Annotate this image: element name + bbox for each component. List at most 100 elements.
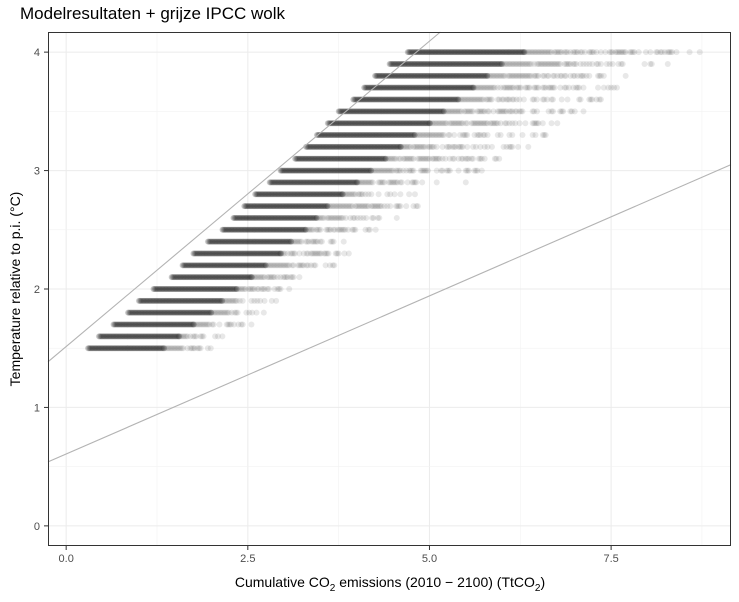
data-point xyxy=(519,132,525,138)
data-point xyxy=(399,179,405,185)
data-point xyxy=(534,97,540,103)
data-point xyxy=(498,132,504,138)
data-point xyxy=(278,286,284,292)
data-point xyxy=(489,144,495,150)
data-point xyxy=(363,215,369,221)
data-point xyxy=(296,274,302,280)
data-point xyxy=(325,250,331,256)
data-point xyxy=(352,227,358,233)
data-point xyxy=(373,227,379,233)
data-point xyxy=(463,179,469,185)
data-point xyxy=(317,227,323,233)
data-point xyxy=(479,168,485,174)
point-row xyxy=(267,179,469,185)
data-point xyxy=(482,156,488,162)
data-point xyxy=(261,310,267,316)
data-point xyxy=(410,168,416,174)
data-point xyxy=(341,239,347,245)
data-point xyxy=(415,203,421,209)
data-point xyxy=(254,310,260,316)
data-point xyxy=(581,108,587,114)
data-point xyxy=(367,227,373,233)
data-point xyxy=(403,203,409,209)
data-point xyxy=(578,97,584,103)
point-row xyxy=(292,156,502,162)
data-point xyxy=(540,120,546,126)
data-point xyxy=(346,250,352,256)
data-point xyxy=(397,191,403,197)
point-row xyxy=(85,345,214,351)
data-point xyxy=(286,286,292,292)
data-point xyxy=(392,191,398,197)
data-point xyxy=(509,132,515,138)
data-point xyxy=(387,203,393,209)
point-row xyxy=(361,85,620,91)
point-row xyxy=(230,215,399,221)
data-point xyxy=(434,144,440,150)
data-point xyxy=(456,168,462,174)
data-point xyxy=(509,144,515,150)
data-point xyxy=(248,322,254,328)
point-row xyxy=(136,298,279,304)
point-row xyxy=(350,97,604,103)
point-row xyxy=(179,262,337,268)
point-row xyxy=(125,310,267,316)
data-point xyxy=(554,120,560,126)
data-point xyxy=(598,97,604,103)
data-point xyxy=(336,250,342,256)
data-point xyxy=(485,132,491,138)
data-point xyxy=(470,156,476,162)
data-point xyxy=(312,262,318,268)
data-point xyxy=(464,132,470,138)
data-point xyxy=(515,144,521,150)
data-point xyxy=(550,97,556,103)
data-point xyxy=(273,298,279,304)
data-point xyxy=(413,179,419,185)
data-point xyxy=(560,108,566,114)
data-point xyxy=(525,144,531,150)
data-point xyxy=(397,203,403,209)
point-row xyxy=(219,227,378,233)
data-point xyxy=(451,132,457,138)
data-point xyxy=(496,156,502,162)
data-point xyxy=(466,168,472,174)
data-point xyxy=(521,97,527,103)
data-point xyxy=(412,191,418,197)
data-point xyxy=(550,108,556,114)
data-point xyxy=(533,132,539,138)
data-point xyxy=(434,179,440,185)
point-row xyxy=(150,286,292,292)
data-point xyxy=(211,322,217,328)
data-point xyxy=(565,97,571,103)
data-point xyxy=(319,239,325,245)
point-row xyxy=(169,274,303,280)
data-point xyxy=(216,322,222,328)
data-point xyxy=(262,298,268,304)
data-point xyxy=(266,286,272,292)
data-point xyxy=(370,179,376,185)
data-point xyxy=(425,168,431,174)
point-row xyxy=(325,120,561,126)
point-row xyxy=(314,132,549,138)
data-point xyxy=(376,191,382,197)
data-point xyxy=(240,298,246,304)
data-point xyxy=(291,274,297,280)
data-point xyxy=(534,108,540,114)
data-point xyxy=(464,144,470,150)
data-point xyxy=(208,345,214,351)
data-point xyxy=(522,120,528,126)
data-point xyxy=(489,97,495,103)
data-point xyxy=(219,333,225,339)
data-point xyxy=(549,120,555,126)
data-point xyxy=(198,345,204,351)
point-row xyxy=(110,322,254,328)
data-point xyxy=(543,132,549,138)
data-point xyxy=(447,168,453,174)
data-point xyxy=(331,239,337,245)
point-row xyxy=(190,250,351,256)
point-row xyxy=(252,191,418,197)
data-point xyxy=(235,310,241,316)
data-point xyxy=(519,108,525,114)
data-point xyxy=(394,215,400,221)
